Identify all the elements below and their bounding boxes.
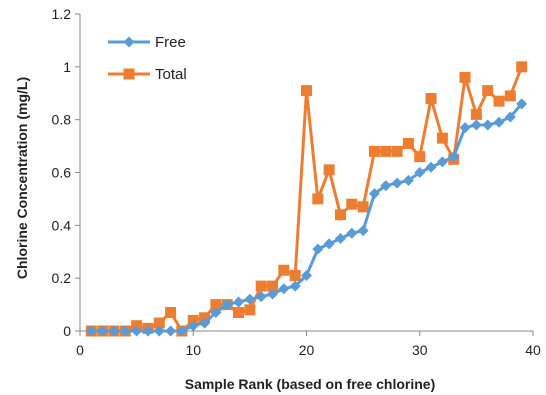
series-layer xyxy=(85,61,528,337)
x-tick-label: 20 xyxy=(299,342,315,358)
total-data-point xyxy=(255,280,267,292)
free-data-point xyxy=(436,156,448,168)
total-data-point xyxy=(368,145,380,157)
total-data-point xyxy=(289,270,301,282)
free-data-point xyxy=(346,227,358,239)
total-data-point xyxy=(482,85,494,97)
x-axis-title: Sample Rank (based on free chlorine) xyxy=(185,376,436,392)
free-data-point xyxy=(323,238,335,250)
total-data-point xyxy=(357,201,369,213)
free-data-point xyxy=(255,291,267,303)
total-data-point xyxy=(504,90,516,102)
free-data-point xyxy=(380,180,392,192)
free-data-point xyxy=(221,299,233,311)
free-data-point xyxy=(312,243,324,255)
free-data-point xyxy=(425,161,437,173)
total-data-point xyxy=(425,93,437,105)
legend-total-marker xyxy=(123,68,135,80)
free-data-point xyxy=(493,116,505,128)
free-series xyxy=(85,98,528,337)
total-data-point xyxy=(210,299,222,311)
y-tick-label: 0.4 xyxy=(52,217,72,233)
total-data-point xyxy=(301,85,312,97)
free-data-point xyxy=(165,325,177,337)
free-data-point xyxy=(334,233,346,245)
free-data-point xyxy=(131,325,143,337)
total-series xyxy=(85,61,528,337)
total-data-point xyxy=(267,280,279,292)
free-data-point xyxy=(85,325,97,337)
y-tick-label: 0.2 xyxy=(52,270,72,286)
free-data-point xyxy=(142,325,154,337)
free-data-point xyxy=(108,325,120,337)
total-data-point xyxy=(334,209,346,221)
total-data-point xyxy=(402,137,414,149)
total-data-point xyxy=(493,95,505,107)
free-data-point xyxy=(402,174,414,186)
total-data-point xyxy=(436,132,448,144)
x-tick-label: 40 xyxy=(525,342,541,358)
free-data-point xyxy=(470,119,482,131)
free-data-point xyxy=(448,151,460,163)
legend: Free Total xyxy=(108,34,187,83)
legend-item-total: Total xyxy=(108,66,187,83)
y-tick-label: 1.2 xyxy=(52,6,72,22)
free-data-point xyxy=(289,280,301,292)
y-tick-label: 1 xyxy=(63,59,71,75)
free-data-point xyxy=(516,98,528,110)
free-data-point xyxy=(187,320,199,332)
free-data-point xyxy=(301,270,312,282)
total-data-point xyxy=(380,145,392,157)
legend-free-label: Free xyxy=(155,34,186,51)
y-tick-label: 0 xyxy=(63,323,71,339)
axes: 0 10 20 30 40 0 0.2 0.4 0.6 0.8 1 1.2 xyxy=(52,6,541,358)
y-axis-title: Chlorine Concentration (mg/L) xyxy=(14,77,30,279)
total-data-point xyxy=(391,145,403,157)
legend-total-label: Total xyxy=(155,66,187,83)
total-data-point xyxy=(153,317,165,329)
free-data-point xyxy=(153,325,165,337)
free-data-point xyxy=(119,325,131,337)
free-data-point xyxy=(459,122,471,134)
legend-item-free: Free xyxy=(108,34,186,51)
free-data-point xyxy=(391,177,403,189)
legend-free-marker xyxy=(123,36,135,48)
total-data-point xyxy=(346,198,358,210)
total-data-point xyxy=(414,151,426,163)
total-series-line xyxy=(91,66,524,333)
free-data-point xyxy=(278,283,290,295)
x-tick-label: 0 xyxy=(76,342,84,358)
total-data-point xyxy=(278,264,290,276)
free-data-point xyxy=(357,225,369,237)
free-data-point xyxy=(97,325,109,337)
total-data-point xyxy=(165,307,177,319)
free-data-point xyxy=(199,317,211,329)
y-tick-label: 0.6 xyxy=(52,165,72,181)
free-data-point xyxy=(414,167,426,178)
total-data-point xyxy=(459,71,471,83)
free-data-point xyxy=(210,307,222,319)
total-data-point xyxy=(516,61,528,73)
y-tick-label: 0.8 xyxy=(52,112,72,128)
free-data-point xyxy=(504,111,516,123)
free-data-point xyxy=(244,293,256,305)
free-data-point xyxy=(267,288,279,300)
total-data-point xyxy=(244,304,256,316)
free-data-point xyxy=(233,296,245,308)
free-data-point xyxy=(482,119,494,131)
total-data-point xyxy=(470,108,482,120)
free-data-point xyxy=(368,188,380,200)
total-data-point xyxy=(312,193,324,205)
x-tick-label: 10 xyxy=(185,342,201,358)
free-data-point xyxy=(176,325,188,337)
total-data-point xyxy=(323,164,335,176)
total-data-point xyxy=(233,307,245,319)
x-tick-label: 30 xyxy=(412,342,428,358)
